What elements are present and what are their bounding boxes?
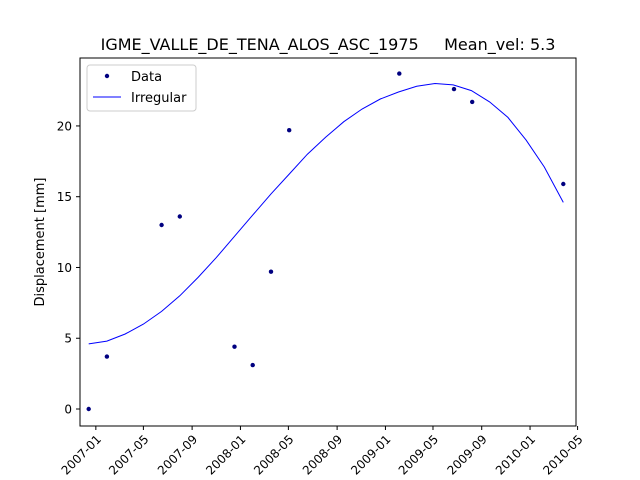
legend-marker-data xyxy=(104,73,110,79)
legend-label: Irregular xyxy=(131,91,187,106)
y-tick-label: 5 xyxy=(64,332,72,346)
data-point xyxy=(104,354,110,359)
data-point xyxy=(470,99,475,105)
legend-label: Data xyxy=(131,70,162,85)
data-point xyxy=(287,128,292,133)
data-point xyxy=(268,269,274,274)
data-point xyxy=(86,406,91,412)
data-point xyxy=(451,86,457,92)
data-point xyxy=(561,181,566,187)
irregular-line xyxy=(88,82,564,345)
data-point xyxy=(159,222,164,228)
data-point xyxy=(397,71,402,76)
y-tick-label: 15 xyxy=(57,190,72,204)
data-point xyxy=(250,362,255,368)
plot-area xyxy=(86,71,566,412)
chart-title: IGME_VALLE_DE_TENA_ALOS_ASC_1975 Mean_ve… xyxy=(101,35,556,55)
axes-frame xyxy=(79,57,577,427)
y-tick-label: 20 xyxy=(57,119,72,133)
y-axis-label: Displacement [mm] xyxy=(33,178,48,307)
data-point xyxy=(232,344,237,349)
legend-box xyxy=(86,64,197,112)
legend: Data Irregular xyxy=(86,64,197,112)
y-tick-label: 0 xyxy=(64,403,72,417)
y-tick-label: 10 xyxy=(57,261,72,275)
data-point xyxy=(177,214,182,219)
